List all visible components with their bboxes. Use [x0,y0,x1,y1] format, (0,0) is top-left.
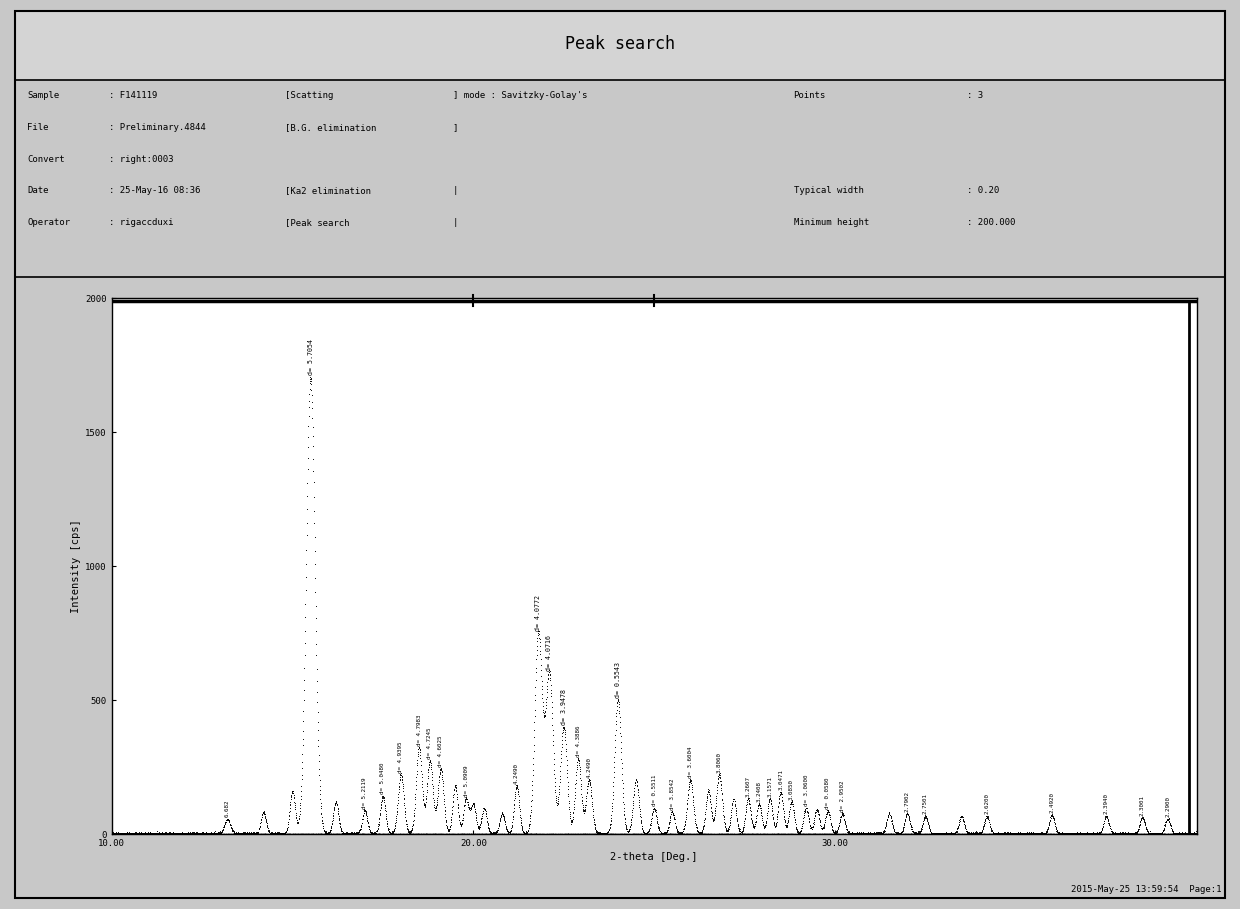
X-axis label: 2-theta [Deg.]: 2-theta [Deg.] [610,853,698,863]
Text: 3.8060: 3.8060 [717,752,722,773]
Text: 2.2900: 2.2900 [1166,796,1171,817]
Text: d= 4.6025: d= 4.6025 [438,736,443,767]
Text: 2015-May-25 13:59:54  Page:1: 2015-May-25 13:59:54 Page:1 [1071,884,1221,894]
Text: 3.2607: 3.2607 [745,776,750,797]
Text: Convert: Convert [27,155,64,164]
Text: d= 3.9478: d= 3.9478 [560,688,567,724]
Text: 4.2490: 4.2490 [587,757,591,778]
Text: Date: Date [27,186,48,195]
Text: Minimum height: Minimum height [794,218,869,227]
Text: d= 0.0580: d= 0.0580 [825,777,831,809]
Text: : 0.20: : 0.20 [967,186,999,195]
Text: |: | [453,218,458,227]
Text: d= 4.7245: d= 4.7245 [428,728,433,759]
Text: : F141119: : F141119 [109,91,157,100]
Text: d= 2.9502: d= 2.9502 [839,780,844,812]
Text: 2.7501: 2.7501 [923,794,928,814]
Text: 2.6200: 2.6200 [985,794,990,814]
Text: ]: ] [453,123,458,132]
Text: 3.0850: 3.0850 [789,779,794,800]
Text: d= 4.3886: d= 4.3886 [575,725,580,756]
Text: d= 5.7054: d= 5.7054 [308,338,314,375]
Text: [B.G. elimination: [B.G. elimination [285,123,377,132]
Text: : 25-May-16 08:36: : 25-May-16 08:36 [109,186,201,195]
Text: 3.0471: 3.0471 [779,769,784,790]
Text: : right:0003: : right:0003 [109,155,174,164]
Text: d= 0.5511: d= 0.5511 [651,774,657,806]
Text: [Peak search: [Peak search [285,218,350,227]
Text: |: | [453,186,458,195]
Text: Points: Points [794,91,826,100]
Text: 2.7902: 2.7902 [905,791,910,812]
Text: d= 0.5543: d= 0.5543 [615,662,621,698]
Text: d= 3.6004: d= 3.6004 [688,746,693,778]
Text: d= 4.0772: d= 4.0772 [536,594,542,631]
Text: d= 5.0480: d= 5.0480 [381,763,386,794]
Text: d= 4.0716: d= 4.0716 [546,634,552,671]
Text: Peak search: Peak search [565,35,675,53]
Text: : Preliminary.4844: : Preliminary.4844 [109,123,206,132]
Bar [15,11,1225,80]
Text: d= 4.9395: d= 4.9395 [398,741,403,773]
Text: d= 4.7983: d= 4.7983 [417,714,422,746]
Text: [Ka2 elimination: [Ka2 elimination [285,186,371,195]
Text: 2.3001: 2.3001 [1140,794,1145,815]
Text: [Scatting: [Scatting [285,91,334,100]
Text: Typical width: Typical width [794,186,863,195]
Text: : 200.000: : 200.000 [967,218,1016,227]
Text: File: File [27,123,48,132]
Text: d= 3.8542: d= 3.8542 [670,779,675,810]
Text: 2.3940: 2.3940 [1104,794,1109,814]
Text: : rigaccduxi: : rigaccduxi [109,218,174,227]
Text: Sample: Sample [27,91,60,100]
Text: d= 3.0600: d= 3.0600 [804,774,808,806]
Text: 6.682: 6.682 [224,800,229,817]
Text: d= 5.2119: d= 5.2119 [362,777,367,809]
Text: ] mode : Savitzky-Golay's: ] mode : Savitzky-Golay's [453,91,587,100]
Text: Operator: Operator [27,218,71,227]
Text: 4.2490: 4.2490 [515,763,520,784]
Y-axis label: Intensity [cps]: Intensity [cps] [71,519,81,614]
Text: 3.2408: 3.2408 [756,781,761,803]
Text: d= 5.0909: d= 5.0909 [464,765,469,797]
Text: 2.4920: 2.4920 [1049,792,1054,813]
Text: 3.1571: 3.1571 [768,776,773,797]
Text: : 3: : 3 [967,91,983,100]
